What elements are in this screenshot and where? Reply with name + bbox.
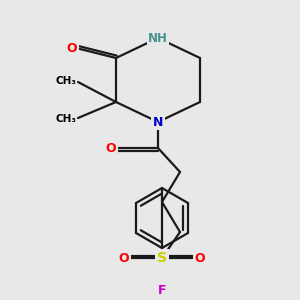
Text: O: O: [119, 251, 129, 265]
Text: F: F: [158, 284, 166, 296]
Text: O: O: [67, 41, 77, 55]
Text: N: N: [153, 116, 163, 128]
Text: NH: NH: [148, 32, 168, 44]
Text: S: S: [157, 251, 167, 265]
Text: O: O: [106, 142, 116, 154]
Text: CH₃: CH₃: [55, 114, 76, 124]
Text: O: O: [195, 251, 205, 265]
Text: CH₃: CH₃: [55, 76, 76, 86]
